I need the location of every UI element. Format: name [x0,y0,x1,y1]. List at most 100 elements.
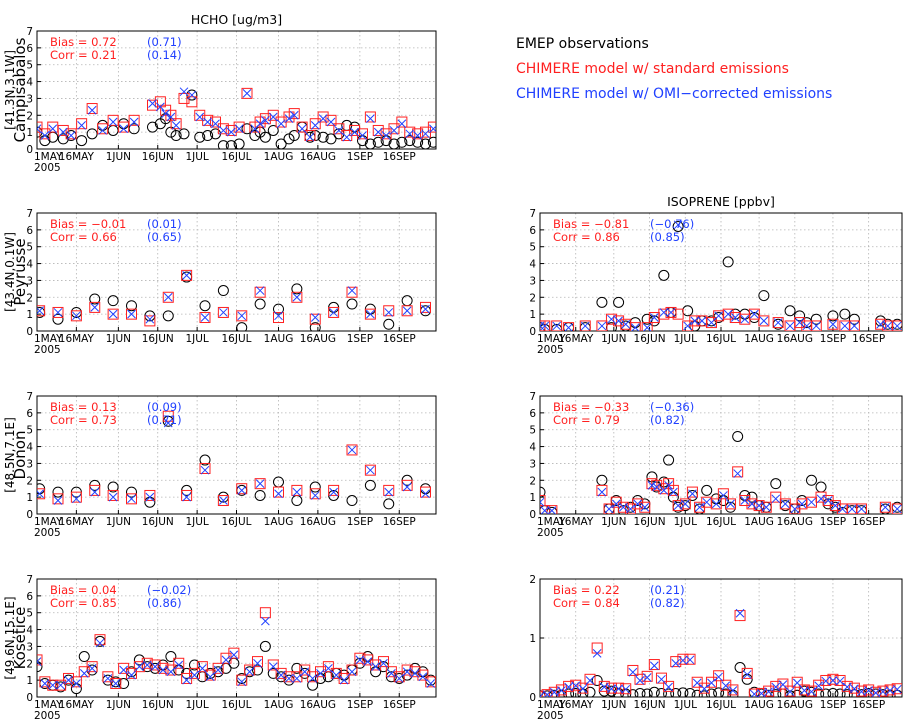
model-corrected-marker [64,675,73,685]
model-standard-marker [333,123,345,135]
x-tick-label: 1JUN [601,333,626,345]
model-corrected-marker [79,669,89,678]
observation-marker [770,478,782,490]
model-corrected-marker [604,504,614,514]
model-standard-marker [409,666,421,678]
model-standard-marker [52,493,64,505]
model-corrected-marker [838,504,847,514]
x-tick-label: 16JUN [142,699,174,711]
model-standard-marker [70,310,82,322]
y-tick-label: 1 [529,309,536,321]
observation-marker [741,673,753,685]
model-standard-marker [772,317,784,329]
observation-marker [722,256,734,268]
model-corrected-marker [237,677,247,687]
model-standard-marker [383,305,395,317]
model-corrected-marker [697,316,707,326]
model-corrected-marker [780,499,790,509]
model-corrected-marker [864,686,874,695]
y-tick-label: 4 [26,442,33,454]
model-corrected-marker [350,127,359,137]
model-corrected-marker [142,660,152,670]
model-standard-marker [677,653,689,665]
model-corrected-marker [649,313,659,322]
model-corrected-marker [308,674,317,683]
observation-marker [309,322,321,331]
model-standard-marker [378,656,389,668]
model-standard-marker [328,306,340,318]
x-tick-label: 16AUG [777,333,813,345]
model-corrected-marker [324,663,333,673]
y-tick-label: 3 [26,275,33,287]
model-corrected-marker [127,494,136,504]
model-standard-marker [820,674,832,686]
model-corrected-marker [607,684,616,694]
y-tick-label: 6 [529,408,536,420]
model-corrected-marker [649,661,659,671]
model-corrected-marker [540,692,545,697]
model-corrected-marker [98,126,107,135]
x-tick-label: 1JUL [185,151,208,163]
model-corrected-marker [182,271,191,280]
x-tick-label: 1SEP [347,516,373,528]
y-tick-label: 0 [26,509,33,521]
model-corrected-marker [721,681,731,691]
model-corrected-marker [892,684,902,694]
model-corrected-marker [614,316,623,326]
model-corrected-marker [37,657,42,666]
model-corrected-marker [103,674,113,683]
observation-marker [89,293,101,305]
model-corrected-marker [305,132,315,142]
model-standard-marker [364,464,376,476]
model-corrected-marker [764,687,773,697]
y-tick-label: 7 [26,208,33,220]
model-corrected-marker [56,680,65,690]
bias-corrected-value: (−0.76) [650,217,694,231]
model-standard-marker [540,495,546,507]
observation-marker [396,136,408,148]
model-corrected-marker [402,306,412,316]
model-corrected-marker [642,323,652,331]
model-corrected-marker [619,502,628,512]
y-tick-label: 5 [26,242,33,254]
model-corrected-marker [740,314,750,324]
model-standard-marker [401,305,413,317]
model-corrected-marker [726,499,735,509]
model-standard-marker [322,661,334,673]
model-corrected-marker [816,494,826,504]
model-corrected-marker [108,309,118,319]
model-standard-marker [217,495,229,507]
model-corrected-marker [585,676,595,685]
model-corrected-marker [747,499,757,509]
model-corrected-marker [749,689,759,697]
observation-marker [734,662,746,673]
y-tick-label: 5 [529,242,536,254]
model-standard-marker [605,682,617,694]
model-corrected-marker [358,131,367,140]
x-tick-label: 16JUN [142,333,174,345]
bias-label: Bias = −0.81 [553,217,629,231]
observation-marker [233,138,245,149]
y-tick-label: 5 [26,608,33,620]
observation-marker [794,310,806,322]
x-tick-label: 16AUG [777,516,813,528]
corr-corrected-value: (0.85) [650,230,685,244]
model-standard-marker [806,685,817,697]
corr-corrected-value: (0.65) [147,230,182,244]
model-standard-marker [420,301,431,313]
model-corrected-marker [666,308,676,317]
model-standard-marker [317,111,329,123]
model-corrected-marker [379,658,388,668]
model-standard-marker [162,291,174,303]
y-tick-label: 7 [26,391,33,403]
bias-label: Bias = −0.01 [50,217,126,231]
model-standard-marker [551,320,563,331]
model-corrected-marker [87,663,97,673]
observation-marker [37,661,43,673]
model-corrected-marker [773,318,783,327]
observation-marker [401,295,413,307]
model-standard-marker [734,610,746,622]
model-corrected-marker [699,684,709,694]
model-corrected-marker [145,492,155,502]
observation-marker [427,136,436,148]
